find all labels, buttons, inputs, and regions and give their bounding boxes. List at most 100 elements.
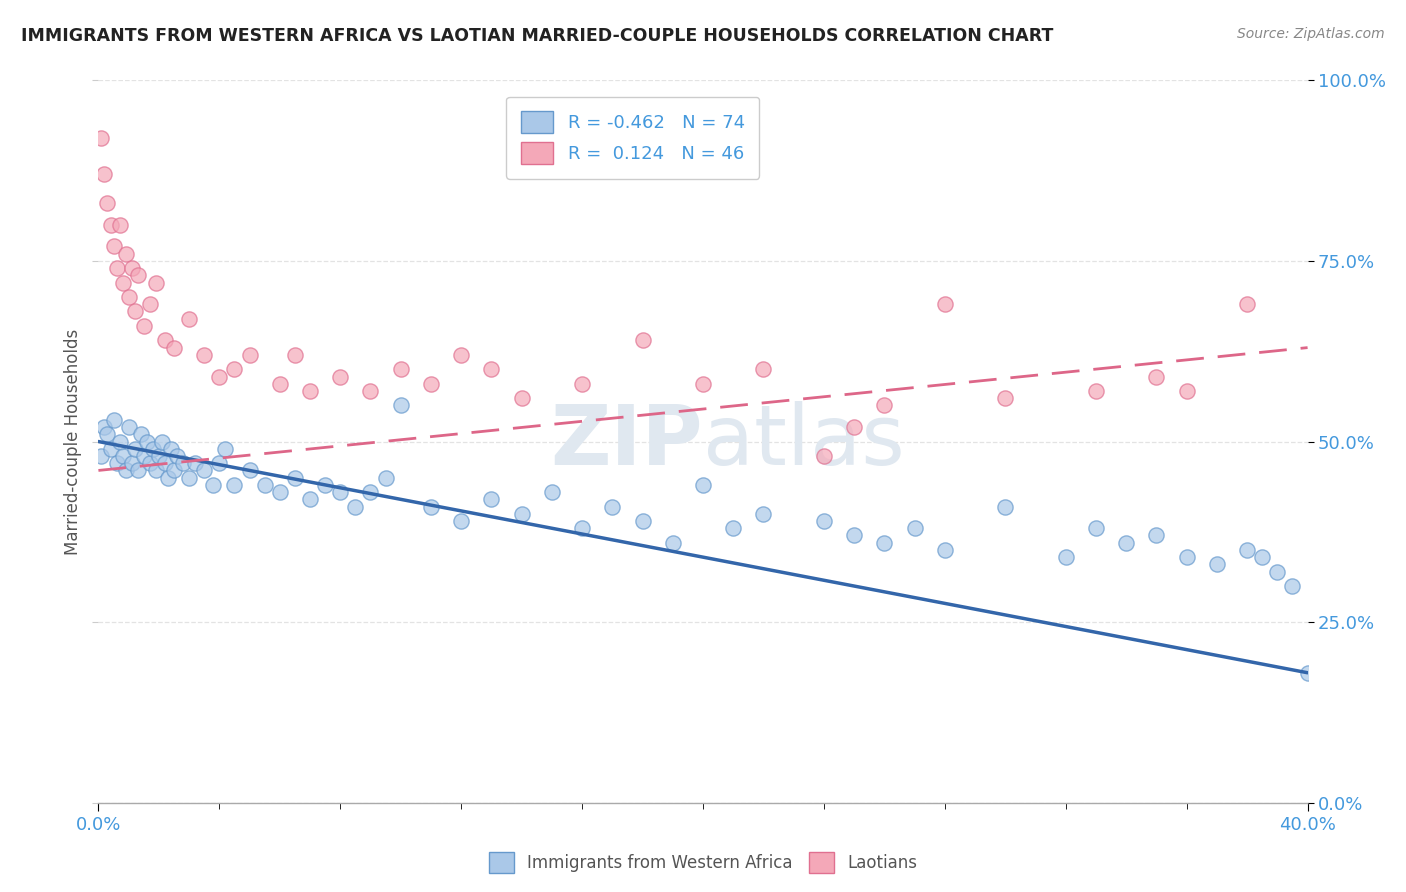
- Point: [208, 456, 231, 470]
- Point: [179, 311, 201, 326]
- Point: [118, 420, 141, 434]
- Point: [96, 196, 118, 211]
- Point: [571, 521, 593, 535]
- Point: [1267, 565, 1289, 579]
- Point: [269, 485, 291, 500]
- Point: [114, 463, 136, 477]
- Point: [124, 442, 146, 456]
- Legend: R = -0.462   N = 74, R =  0.124   N = 46: R = -0.462 N = 74, R = 0.124 N = 46: [506, 96, 759, 178]
- Point: [299, 384, 322, 398]
- Point: [253, 478, 276, 492]
- Point: [90, 131, 112, 145]
- Text: ZIP: ZIP: [551, 401, 703, 482]
- Point: [284, 348, 307, 362]
- Point: [934, 542, 956, 557]
- Point: [314, 478, 336, 492]
- Point: [813, 449, 835, 463]
- Point: [420, 376, 443, 391]
- Point: [692, 376, 714, 391]
- Point: [135, 434, 157, 449]
- Point: [124, 304, 146, 318]
- Point: [166, 449, 188, 463]
- Point: [145, 276, 167, 290]
- Point: [813, 514, 835, 528]
- Point: [510, 391, 533, 405]
- Point: [239, 463, 262, 477]
- Point: [752, 507, 775, 521]
- Point: [132, 449, 155, 463]
- Point: [723, 521, 745, 535]
- Point: [360, 485, 382, 500]
- Point: [389, 362, 412, 376]
- Point: [153, 456, 176, 470]
- Point: [844, 420, 866, 434]
- Point: [111, 449, 134, 463]
- Point: [1146, 369, 1168, 384]
- Point: [1085, 384, 1108, 398]
- Point: [93, 167, 115, 181]
- Point: [121, 261, 143, 276]
- Point: [127, 268, 149, 283]
- Point: [284, 471, 307, 485]
- Point: [1146, 528, 1168, 542]
- Point: [1175, 550, 1198, 565]
- Legend: Immigrants from Western Africa, Laotians: Immigrants from Western Africa, Laotians: [482, 846, 924, 880]
- Point: [1206, 558, 1229, 572]
- Point: [224, 362, 246, 376]
- Point: [90, 449, 112, 463]
- Point: [329, 369, 352, 384]
- Point: [602, 500, 624, 514]
- Point: [661, 535, 683, 549]
- Point: [214, 442, 236, 456]
- Point: [934, 297, 956, 311]
- Point: [752, 362, 775, 376]
- Point: [1175, 384, 1198, 398]
- Point: [160, 442, 183, 456]
- Point: [127, 463, 149, 477]
- Point: [510, 507, 533, 521]
- Point: [132, 318, 155, 333]
- Point: [118, 290, 141, 304]
- Point: [179, 471, 201, 485]
- Point: [299, 492, 322, 507]
- Point: [100, 218, 122, 232]
- Point: [571, 376, 593, 391]
- Point: [150, 434, 173, 449]
- Point: [389, 398, 412, 412]
- Point: [93, 420, 115, 434]
- Point: [1115, 535, 1137, 549]
- Point: [844, 528, 866, 542]
- Point: [108, 218, 131, 232]
- Point: [1054, 550, 1077, 565]
- Point: [1296, 665, 1319, 680]
- Text: IMMIGRANTS FROM WESTERN AFRICA VS LAOTIAN MARRIED-COUPLE HOUSEHOLDS CORRELATION : IMMIGRANTS FROM WESTERN AFRICA VS LAOTIA…: [21, 27, 1053, 45]
- Point: [239, 348, 262, 362]
- Point: [873, 398, 896, 412]
- Point: [631, 514, 654, 528]
- Point: [153, 334, 176, 348]
- Point: [193, 348, 215, 362]
- Point: [1085, 521, 1108, 535]
- Point: [904, 521, 927, 535]
- Point: [873, 535, 896, 549]
- Y-axis label: Married-couple Households: Married-couple Households: [63, 328, 82, 555]
- Point: [1236, 297, 1258, 311]
- Point: [172, 456, 194, 470]
- Point: [148, 449, 170, 463]
- Point: [108, 434, 131, 449]
- Point: [344, 500, 367, 514]
- Point: [184, 456, 207, 470]
- Point: [631, 334, 654, 348]
- Point: [100, 442, 122, 456]
- Text: Source: ZipAtlas.com: Source: ZipAtlas.com: [1237, 27, 1385, 41]
- Point: [692, 478, 714, 492]
- Point: [1251, 550, 1274, 565]
- Point: [994, 391, 1017, 405]
- Point: [450, 514, 472, 528]
- Point: [142, 442, 165, 456]
- Point: [1236, 542, 1258, 557]
- Point: [105, 261, 128, 276]
- Point: [105, 456, 128, 470]
- Point: [450, 348, 472, 362]
- Point: [360, 384, 382, 398]
